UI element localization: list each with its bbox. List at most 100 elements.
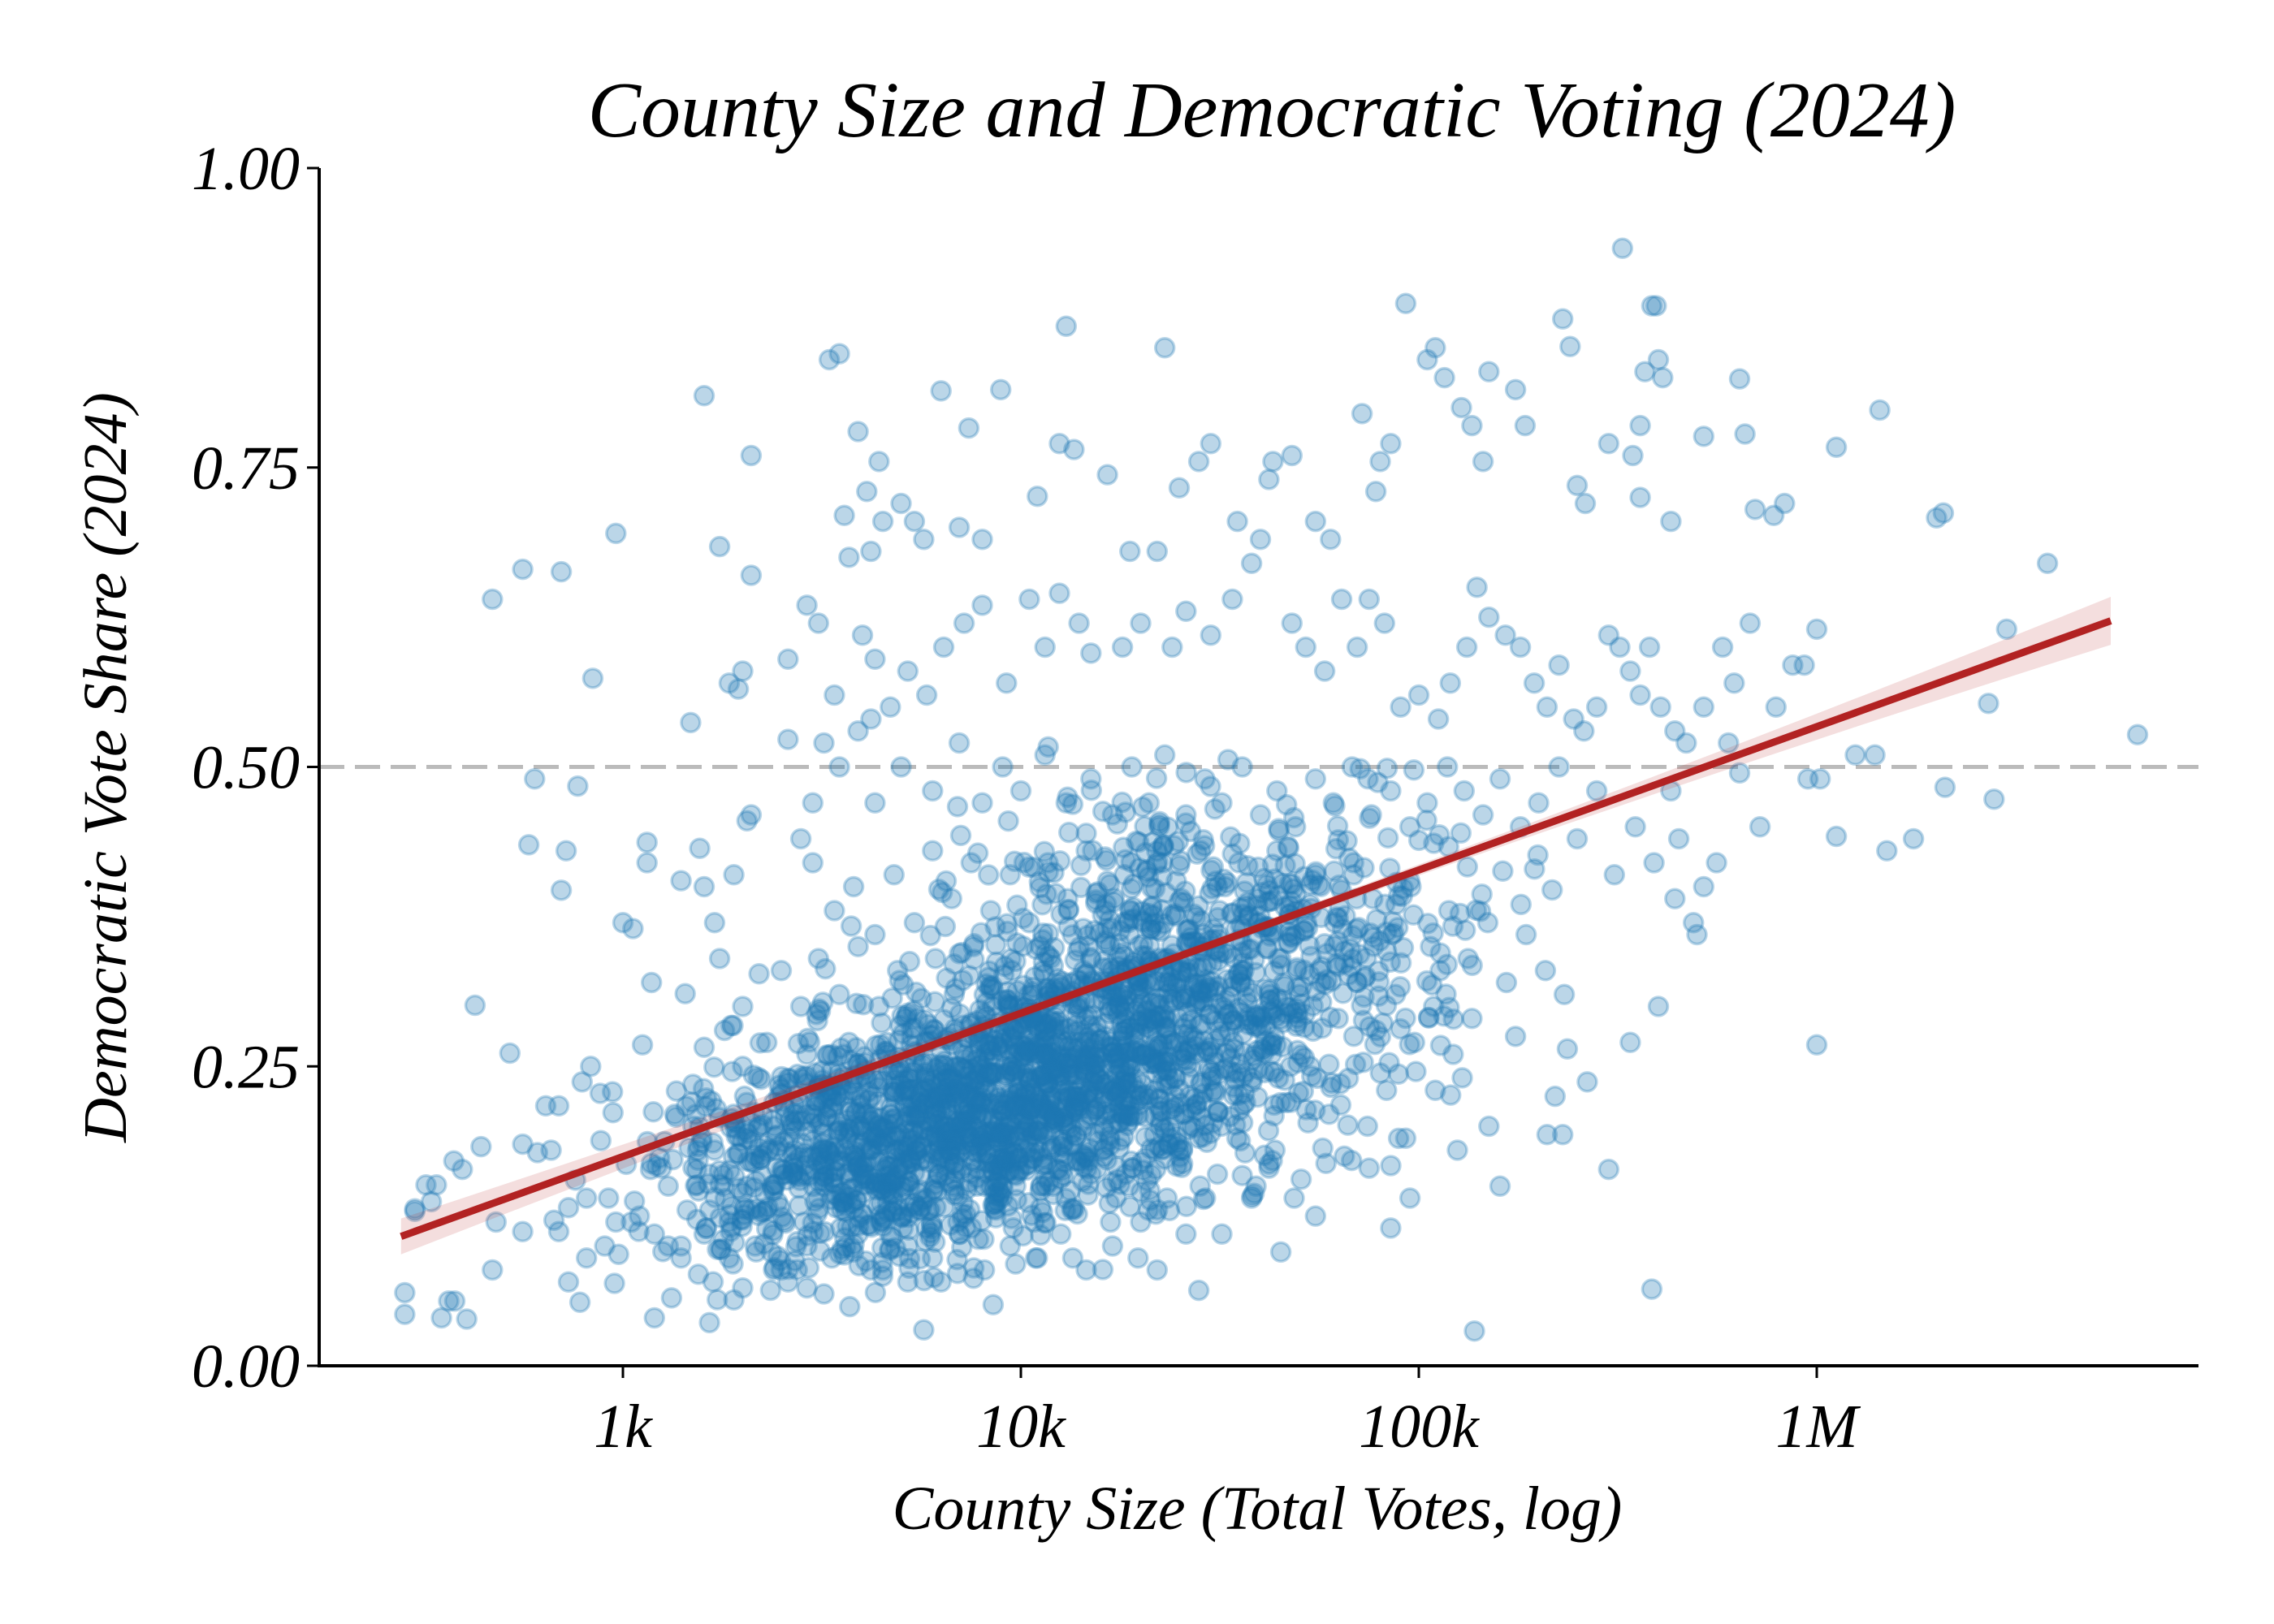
county-point: [1140, 1038, 1162, 1060]
county-point: [982, 996, 1004, 1017]
county-point: [949, 1083, 971, 1105]
county-point: [1221, 902, 1243, 924]
county-point: [1260, 1000, 1282, 1022]
county-point: [1693, 875, 1715, 898]
county-point: [1603, 864, 1626, 886]
county-point: [1264, 1061, 1286, 1083]
county-point: [1007, 1150, 1029, 1172]
county-point: [642, 1101, 664, 1123]
county-point: [807, 948, 830, 970]
county-point: [782, 1103, 805, 1125]
county-point: [1076, 925, 1098, 947]
county-point: [998, 1110, 1021, 1132]
county-point: [1125, 1084, 1148, 1106]
county-point: [1080, 1071, 1103, 1093]
county-point: [1084, 1047, 1107, 1070]
county-point: [1190, 980, 1213, 1002]
county-point: [865, 1127, 888, 1150]
county-point: [856, 1104, 879, 1125]
county-point: [1260, 1030, 1283, 1052]
county-point: [977, 1106, 1000, 1129]
county-point: [1099, 1134, 1122, 1157]
county-point: [1360, 804, 1382, 826]
county-point: [919, 1087, 942, 1109]
county-point: [996, 980, 1019, 1003]
plot-area: [319, 237, 2198, 1342]
county-point: [1052, 970, 1074, 993]
county-point: [1039, 1091, 1061, 1113]
county-point: [986, 1129, 1009, 1152]
county-point: [713, 1175, 735, 1198]
county-point: [1019, 1025, 1041, 1047]
county-point: [1017, 1134, 1040, 1155]
county-point: [996, 1148, 1018, 1170]
county-point: [1061, 924, 1083, 946]
county-point: [1107, 1004, 1129, 1026]
county-point: [993, 1104, 1016, 1125]
county-point: [1238, 906, 1260, 928]
county-point: [1191, 1071, 1213, 1093]
county-point: [894, 1007, 917, 1030]
county-point: [1025, 1013, 1048, 1035]
county-point: [797, 1224, 819, 1247]
county-point: [811, 1112, 832, 1134]
county-point: [1101, 1079, 1124, 1102]
county-point: [1005, 1125, 1027, 1147]
county-point: [1048, 849, 1071, 872]
county-point: [1149, 1004, 1172, 1027]
county-point: [1153, 337, 1176, 359]
county-point: [984, 1121, 1006, 1142]
county-point: [1035, 1124, 1058, 1147]
county-point: [978, 1081, 1000, 1103]
county-point: [1275, 1091, 1298, 1114]
county-point: [1195, 1187, 1217, 1209]
county-point: [1049, 1047, 1071, 1069]
county-point: [945, 1116, 968, 1138]
county-point: [950, 1112, 973, 1134]
points-layer: [394, 237, 2149, 1342]
county-point: [1101, 984, 1124, 1007]
county-point: [1380, 433, 1402, 455]
county-point: [1145, 1031, 1168, 1054]
county-point: [713, 1019, 736, 1042]
county-point: [864, 648, 886, 671]
county-point: [892, 1151, 914, 1174]
county-point: [1353, 986, 1375, 1009]
y-tick-label: 0.25: [192, 1033, 300, 1101]
county-point: [1184, 994, 1207, 1016]
county-point: [907, 1124, 930, 1147]
county-point: [1216, 943, 1239, 965]
county-point: [999, 1124, 1021, 1146]
county-point: [1597, 433, 1620, 455]
county-point: [1221, 1009, 1244, 1032]
county-point: [1809, 768, 1831, 790]
county-point: [1222, 1084, 1245, 1107]
county-point: [948, 516, 971, 538]
county-point: [1208, 1101, 1230, 1123]
county-point: [1008, 1147, 1030, 1169]
county-point: [845, 1101, 867, 1124]
county-point: [1435, 983, 1457, 1005]
county-point: [674, 983, 696, 1004]
county-point: [988, 1125, 1010, 1148]
county-point: [968, 1073, 991, 1096]
county-point: [1084, 1065, 1107, 1086]
county-point: [740, 1199, 762, 1221]
county-point: [922, 840, 944, 862]
county-point: [1108, 1081, 1130, 1104]
county-point: [1128, 1011, 1151, 1034]
county-point: [915, 1077, 937, 1099]
county-point: [779, 1068, 801, 1090]
county-point: [1978, 693, 1999, 715]
county-point: [773, 1163, 796, 1186]
county-point: [732, 1182, 754, 1204]
county-point: [725, 1125, 747, 1147]
county-point: [1156, 1060, 1178, 1082]
county-point: [1536, 696, 1559, 718]
county-point: [1140, 1018, 1162, 1041]
county-point: [864, 792, 886, 814]
county-point: [776, 1168, 798, 1191]
county-point: [1250, 1008, 1273, 1030]
county-point: [961, 1044, 983, 1066]
county-point: [1175, 804, 1197, 826]
